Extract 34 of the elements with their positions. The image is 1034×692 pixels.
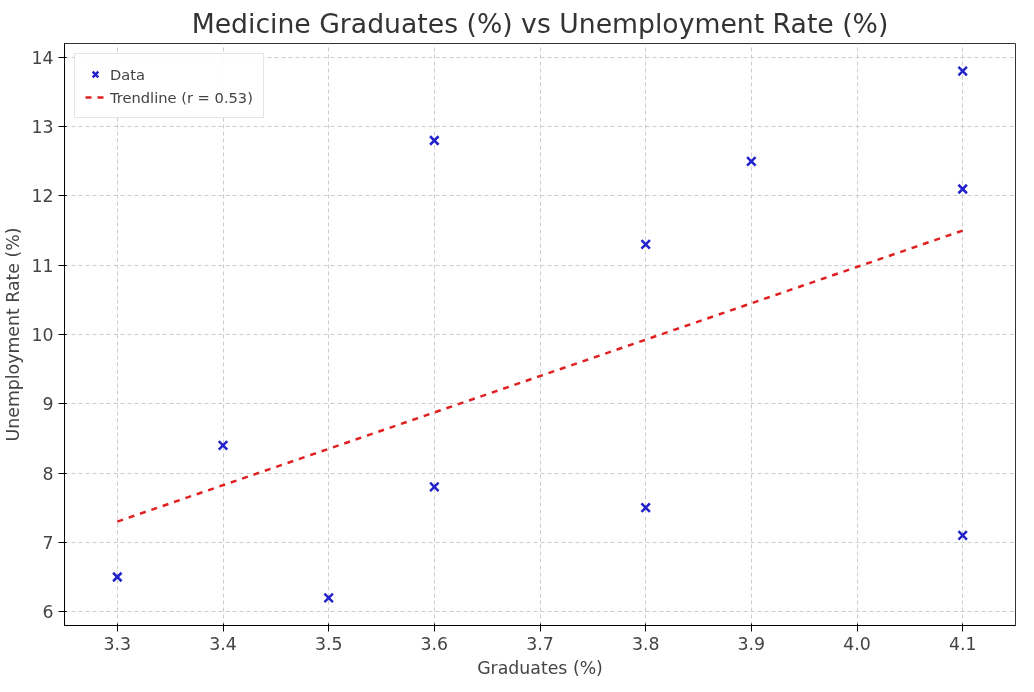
y-tick-label: 6 [42,602,54,623]
y-tick-label: 9 [42,394,54,415]
chart-title: Medicine Graduates (%) vs Unemployment Rate (%) [191,7,889,39]
point [428,481,440,493]
point [217,439,229,451]
x-tick-label: 3.5 [314,633,343,654]
x-tick-label: 4.1 [948,633,977,654]
y-tick-label: 13 [31,117,54,138]
x-tick-label: 3.9 [737,633,766,654]
legend-label: Trendline (r = 0.53) [110,88,253,106]
x-axis-title: Graduates (%) [477,657,603,678]
y-tick-label: 14 [31,47,54,68]
y-tick-label: 11 [31,255,54,276]
y-tick-label: 12 [31,186,54,207]
point [957,183,969,195]
x-tick-label: 3.3 [103,633,132,654]
point [428,135,440,146]
y-tick-label: 10 [31,325,54,345]
x-tick-label: 3.7 [526,633,554,654]
x-tick-label: 3.4 [209,633,237,654]
point [745,155,757,167]
x-tick-label: 3.8 [631,633,660,654]
y-tick-label: 8 [42,463,54,484]
y-tick-label: 7 [42,532,54,553]
point [957,65,969,77]
point [111,571,123,583]
x-tick-label: 3.6 [420,633,449,654]
legend-label: Data [110,65,145,83]
y-axis-title: Unemployment Rate (%) [3,227,24,442]
point [640,502,652,514]
x-tick-label: 4.0 [843,633,871,654]
point [640,238,652,250]
point [957,529,969,541]
point [323,592,335,604]
